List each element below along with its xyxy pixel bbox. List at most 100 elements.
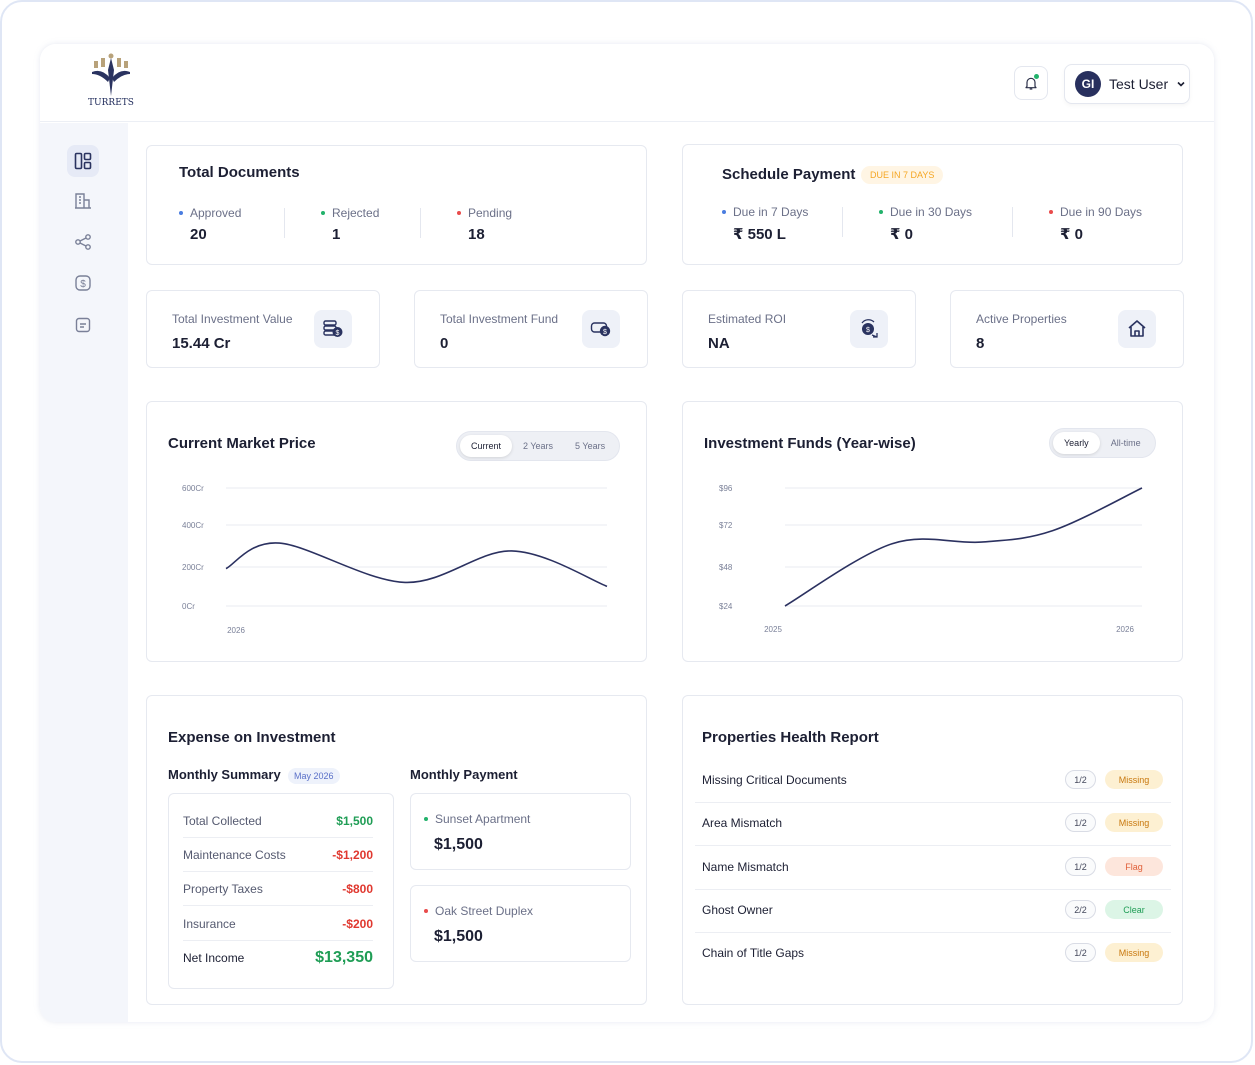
status-badge: Clear xyxy=(1105,900,1163,919)
roi-icon: $ xyxy=(850,310,888,348)
toggle-5-years[interactable]: 5 Years xyxy=(575,441,606,451)
funds-range-toggle: Yearly All-time xyxy=(1049,428,1156,458)
payment-card-oak-street[interactable]: Oak Street Duplex $1,500 xyxy=(410,885,631,962)
stat-dot xyxy=(1049,210,1053,214)
health-row[interactable]: Missing Critical Documents 1/2 Missing xyxy=(695,759,1171,802)
total-documents-title: Total Documents xyxy=(179,164,300,181)
sidebar-item-share[interactable] xyxy=(67,226,99,258)
stat-value: 18 xyxy=(468,226,485,243)
stat-dot xyxy=(179,211,183,215)
svg-text:$: $ xyxy=(336,330,340,337)
sidebar-item-documents[interactable] xyxy=(67,309,99,341)
investment-funds-chart: $96 $72 $48 $24 2025 2026 xyxy=(719,484,1143,634)
divider xyxy=(695,889,1171,890)
health-row-count: 1/2 xyxy=(1065,770,1096,789)
stat-due-30: Due in 30 Days ₹ 0 xyxy=(879,205,972,243)
payment-name-text: Sunset Apartment xyxy=(435,812,531,826)
y-tick-label: 600Cr xyxy=(182,484,204,493)
market-chart-title: Current Market Price xyxy=(168,435,316,452)
stat-label: Pending xyxy=(468,206,513,220)
sidebar-item-properties[interactable] xyxy=(67,185,99,217)
stat-label: Rejected xyxy=(332,206,380,220)
summary-row-maintenance: Maintenance Costs -$1,200 xyxy=(183,838,373,872)
health-row[interactable]: Area Mismatch 1/2 Missing xyxy=(695,802,1171,845)
net-income-value: $13,350 xyxy=(315,949,373,966)
health-row-count: 2/2 xyxy=(1065,900,1096,919)
metric-card-investment-value[interactable]: Total Investment Value 15.44 Cr $ xyxy=(146,290,380,368)
health-row-count: 1/2 xyxy=(1065,857,1096,876)
market-range-toggle: Current 2 Years 5 Years xyxy=(456,431,621,461)
metric-label: Total Investment Fund xyxy=(440,312,559,326)
svg-text:$: $ xyxy=(603,329,607,336)
metric-value: 15.44 Cr xyxy=(172,335,231,352)
metric-label: Estimated ROI xyxy=(708,312,787,326)
health-row-label: Missing Critical Documents xyxy=(702,773,847,787)
sidebar-item-dashboard[interactable] xyxy=(67,145,99,177)
health-row-label: Ghost Owner xyxy=(702,903,773,917)
health-report-card: Properties Health Report Missing Critica… xyxy=(682,695,1183,1005)
y-tick-label: 400Cr xyxy=(182,521,204,530)
summary-label: Insurance xyxy=(183,917,236,931)
metric-card-estimated-roi[interactable]: Estimated ROI NA $ xyxy=(682,290,916,368)
metric-label: Active Properties xyxy=(976,312,1067,326)
money-icon: $ xyxy=(582,310,620,348)
payment-dot xyxy=(424,817,428,821)
app-window: TURRETS GI Test User xyxy=(40,44,1214,1022)
health-row[interactable]: Name Mismatch 1/2 Flag xyxy=(695,846,1171,889)
svg-text:$: $ xyxy=(866,327,870,334)
payment-card-sunset[interactable]: Sunset Apartment $1,500 xyxy=(410,793,631,870)
dashboard-icon xyxy=(74,152,92,170)
stat-due-7: Due in 7 Days ₹ 550 L xyxy=(722,205,808,243)
stat-value: ₹ 550 L xyxy=(733,226,786,243)
divider xyxy=(695,932,1171,933)
summary-row-net-income: Net Income $13,350 xyxy=(183,941,373,975)
divider xyxy=(842,207,843,237)
metric-card-investment-fund[interactable]: Total Investment Fund 0 $ xyxy=(414,290,648,368)
divider xyxy=(183,837,373,838)
health-row-label: Area Mismatch xyxy=(702,816,783,830)
metric-card-active-properties[interactable]: Active Properties 8 xyxy=(950,290,1184,368)
net-income-label: Net Income xyxy=(183,951,245,965)
y-tick-label: $48 xyxy=(719,563,733,572)
stat-value: ₹ 0 xyxy=(890,226,913,243)
status-badge: Missing xyxy=(1105,943,1163,962)
toggle-yearly[interactable]: Yearly xyxy=(1053,432,1100,454)
summary-label: Property Taxes xyxy=(183,882,263,896)
divider xyxy=(183,940,373,941)
divider xyxy=(284,208,285,238)
summary-value: -$1,200 xyxy=(332,848,373,862)
toggle-all-time[interactable]: All-time xyxy=(1110,438,1141,448)
summary-label: Maintenance Costs xyxy=(183,848,286,862)
health-row[interactable]: Ghost Owner 2/2 Clear xyxy=(695,889,1171,932)
status-badge: Missing xyxy=(1105,813,1163,832)
monthly-summary-box: Total Collected $1,500 Maintenance Costs… xyxy=(168,793,394,989)
monthly-summary-title: Monthly Summary xyxy=(168,767,281,782)
logo-text: TURRETS xyxy=(88,98,134,108)
investment-funds-card: Investment Funds (Year-wise) Yearly All-… xyxy=(682,401,1183,662)
notifications-button[interactable] xyxy=(1014,66,1048,100)
stat-rejected: Rejected 1 xyxy=(321,206,379,243)
divider xyxy=(695,802,1171,803)
series-line xyxy=(784,487,1143,607)
metric-value: 0 xyxy=(440,335,449,352)
summary-label: Total Collected xyxy=(183,814,262,828)
health-row[interactable]: Chain of Title Gaps 1/2 Missing xyxy=(695,932,1171,975)
toggle-current[interactable]: Current xyxy=(460,435,513,457)
avatar: GI xyxy=(1075,71,1101,97)
status-badge: Missing xyxy=(1105,770,1163,789)
health-row-count: 1/2 xyxy=(1065,813,1096,832)
summary-value: -$800 xyxy=(342,882,373,896)
metric-value: NA xyxy=(708,335,730,352)
toggle-2-years[interactable]: 2 Years xyxy=(523,441,554,451)
health-row-label: Name Mismatch xyxy=(702,860,789,874)
payment-name: Sunset Apartment xyxy=(424,812,530,826)
summary-row-total-collected: Total Collected $1,500 xyxy=(183,804,373,838)
monthly-payment-title: Monthly Payment xyxy=(410,767,518,782)
user-menu-button[interactable]: GI Test User xyxy=(1064,64,1190,104)
stat-dot xyxy=(879,210,883,214)
status-badge: Flag xyxy=(1105,857,1163,876)
turrets-logo[interactable]: TURRETS xyxy=(86,52,136,112)
month-badge: May 2026 xyxy=(288,768,340,784)
sidebar-item-payments[interactable]: $ xyxy=(67,267,99,299)
funds-chart-title: Investment Funds (Year-wise) xyxy=(704,435,916,452)
